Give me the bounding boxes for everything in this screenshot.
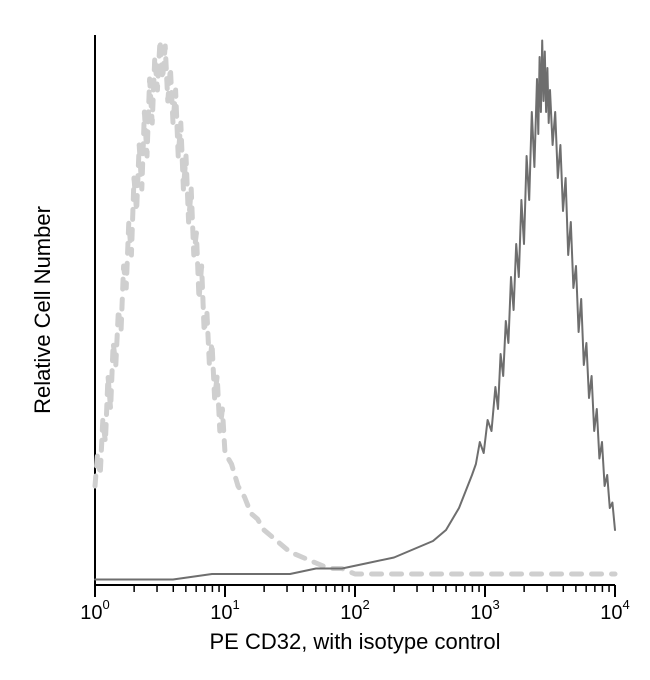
x-axis-label: PE CD32, with isotype control (209, 629, 500, 654)
chart-background (0, 0, 650, 680)
chart-svg: 100101102103104PE CD32, with isotype con… (0, 0, 650, 680)
flow-cytometry-histogram: 100101102103104PE CD32, with isotype con… (0, 0, 650, 680)
y-axis-label: Relative Cell Number (30, 206, 55, 414)
